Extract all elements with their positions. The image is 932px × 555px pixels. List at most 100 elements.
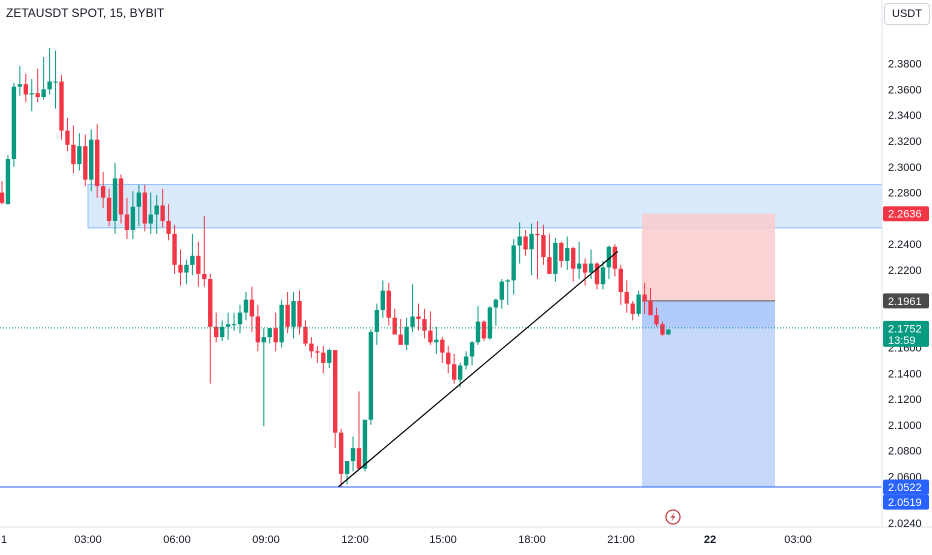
candle[interactable]	[648, 288, 653, 316]
candle[interactable]	[23, 73, 28, 103]
candle[interactable]	[190, 233, 195, 276]
candle[interactable]	[95, 124, 100, 198]
candle[interactable]	[219, 320, 225, 342]
candle[interactable]	[273, 312, 278, 352]
candle[interactable]	[594, 262, 600, 290]
candle[interactable]	[469, 341, 475, 366]
candle[interactable]	[35, 68, 40, 103]
candle[interactable]	[440, 337, 445, 363]
candle[interactable]	[416, 303, 421, 331]
candle[interactable]	[529, 223, 534, 276]
candle[interactable]	[446, 346, 451, 374]
profit-target-zone[interactable]	[642, 327, 775, 487]
candle[interactable]	[428, 311, 433, 345]
trendline[interactable]	[337, 250, 619, 488]
candle[interactable]	[582, 258, 588, 286]
candle[interactable]	[630, 300, 635, 321]
candle[interactable]	[523, 230, 528, 256]
candle[interactable]	[309, 337, 314, 358]
price-label[interactable]: 2.0519	[883, 494, 929, 510]
candle[interactable]	[65, 117, 70, 152]
candle[interactable]	[404, 317, 409, 351]
candle[interactable]	[148, 192, 153, 234]
candle[interactable]	[89, 129, 94, 192]
candle[interactable]	[249, 286, 255, 332]
candle[interactable]	[279, 299, 284, 348]
candle[interactable]	[606, 245, 612, 280]
candle[interactable]	[261, 328, 266, 427]
candle[interactable]	[386, 282, 391, 326]
candle[interactable]	[267, 328, 272, 344]
price-label[interactable]: 2.0522	[883, 479, 929, 495]
candle[interactable]	[142, 184, 147, 232]
candle[interactable]	[166, 204, 171, 241]
price-label[interactable]: 2.2636	[883, 206, 929, 222]
candle[interactable]	[130, 191, 136, 240]
candle[interactable]	[636, 290, 641, 317]
candle[interactable]	[463, 351, 469, 370]
time-axis[interactable]: 1 03:00 06:00 09:00 12:00 15:00 18:00 21:00 22 03…	[1, 534, 812, 546]
candle[interactable]	[511, 239, 516, 295]
candle[interactable]	[541, 224, 546, 265]
candle[interactable]	[457, 362, 463, 388]
candle[interactable]	[434, 326, 439, 354]
lightning-icon[interactable]	[665, 509, 681, 525]
candle[interactable]	[452, 353, 457, 384]
candle[interactable]	[517, 222, 522, 264]
candle[interactable]	[243, 291, 249, 321]
candle[interactable]	[654, 307, 659, 327]
candle[interactable]	[624, 280, 629, 313]
candle[interactable]	[178, 249, 183, 286]
candle[interactable]	[154, 195, 159, 234]
candle[interactable]	[53, 50, 58, 109]
candle[interactable]	[374, 303, 380, 345]
candle[interactable]	[11, 82, 17, 167]
price-label[interactable]: 2.1961	[883, 293, 929, 309]
candle[interactable]	[202, 215, 207, 287]
candle[interactable]	[505, 279, 510, 305]
candle[interactable]	[196, 241, 201, 287]
candle[interactable]	[321, 346, 326, 374]
candle[interactable]	[493, 298, 499, 326]
candle[interactable]	[59, 75, 64, 140]
candle[interactable]	[41, 57, 46, 100]
candle[interactable]	[642, 282, 647, 314]
candle[interactable]	[208, 273, 213, 384]
candle[interactable]	[237, 304, 243, 334]
candle[interactable]	[499, 279, 504, 309]
candle[interactable]	[660, 321, 665, 336]
candle[interactable]	[315, 346, 320, 363]
candle[interactable]	[71, 125, 76, 174]
candle[interactable]	[5, 155, 11, 205]
symbol-title[interactable]: ZETAUSDT SPOT, 15, BYBIT	[6, 6, 165, 20]
candle[interactable]	[83, 134, 88, 187]
candle[interactable]	[576, 241, 582, 280]
candle[interactable]	[356, 391, 362, 469]
candle[interactable]	[225, 312, 231, 340]
candle[interactable]	[333, 350, 338, 449]
candle[interactable]	[255, 304, 261, 352]
candle[interactable]	[612, 244, 618, 277]
candle[interactable]	[487, 306, 493, 340]
candle[interactable]	[398, 319, 403, 345]
candle[interactable]	[475, 306, 481, 345]
candle[interactable]	[380, 280, 385, 318]
candle[interactable]	[47, 48, 52, 95]
candle[interactable]	[422, 308, 427, 339]
candle[interactable]	[291, 291, 296, 339]
candle[interactable]	[571, 246, 576, 282]
candle[interactable]	[285, 291, 290, 334]
candle[interactable]	[106, 188, 112, 227]
candle[interactable]	[392, 308, 397, 335]
candle[interactable]	[327, 348, 332, 369]
candle[interactable]	[410, 284, 415, 332]
candle[interactable]	[172, 224, 177, 274]
candle[interactable]	[184, 259, 189, 285]
profit-zone-filled[interactable]	[642, 300, 775, 328]
candle[interactable]	[29, 78, 34, 112]
candle[interactable]	[618, 264, 623, 305]
candle[interactable]	[100, 171, 106, 209]
candle[interactable]	[136, 184, 142, 227]
candle[interactable]	[112, 162, 118, 234]
